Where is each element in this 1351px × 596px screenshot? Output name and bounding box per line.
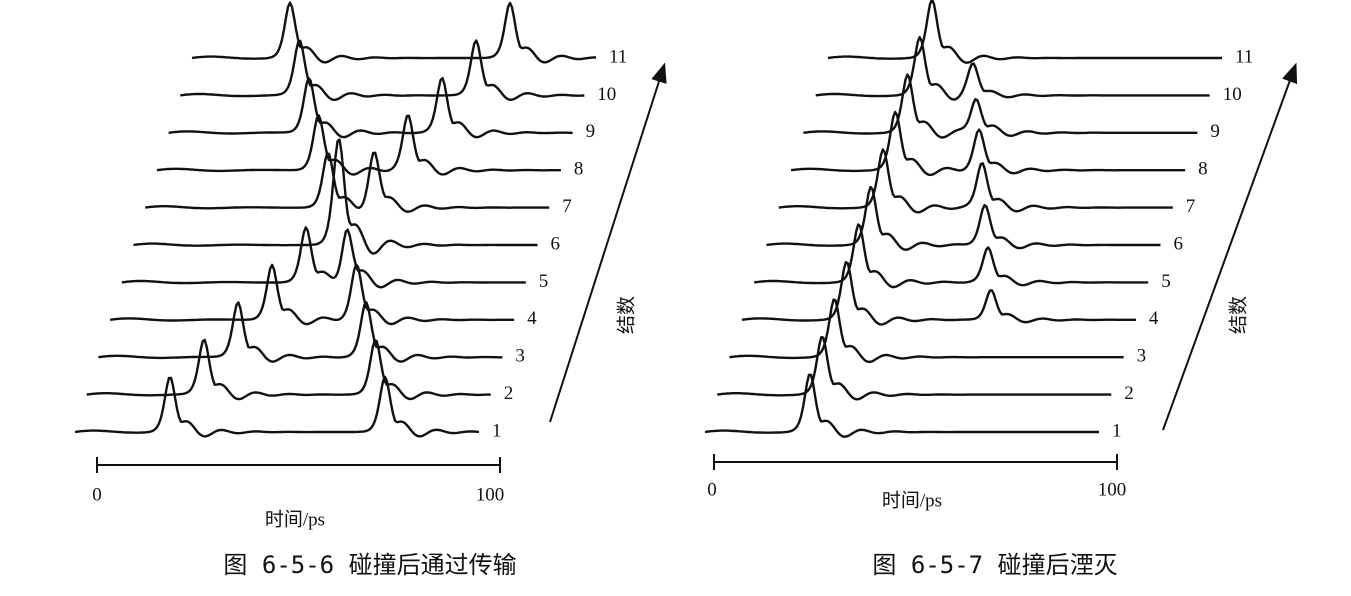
trace-label: 6	[551, 233, 561, 254]
trace	[766, 185, 1161, 251]
trace	[729, 298, 1124, 364]
trace	[98, 301, 503, 363]
trace	[704, 373, 1099, 438]
trace-label: 11	[609, 46, 627, 67]
trace-label: 7	[1186, 196, 1196, 217]
trace-label: 8	[574, 159, 584, 180]
trace	[741, 260, 1136, 326]
trace-label: 10	[1223, 84, 1242, 105]
trace-label: 1	[1112, 420, 1122, 441]
trace-label: 6	[1174, 233, 1184, 254]
trace	[74, 375, 480, 438]
trace	[778, 148, 1173, 214]
trace-label: 9	[1210, 121, 1220, 142]
trace	[717, 336, 1112, 401]
trace-arrow	[549, 62, 667, 423]
caption: 图 6-5-6 碰撞后通过传输	[223, 551, 516, 579]
trace	[191, 1, 597, 64]
caption: 图 6-5-7 碰撞后湮灭	[872, 551, 1117, 579]
x-tick-label: 0	[92, 484, 102, 505]
trace-label: 5	[1161, 271, 1171, 292]
trace	[815, 35, 1210, 101]
trace-label: 8	[1198, 159, 1208, 180]
y-axis-label: 结数	[1227, 296, 1249, 334]
trace-label: 9	[586, 121, 596, 142]
y-axis-label: 结数	[615, 296, 637, 334]
trace-label: 4	[1149, 308, 1159, 329]
trace	[145, 151, 550, 213]
time-axis	[713, 454, 1118, 470]
trace-label: 4	[527, 308, 537, 329]
trace-label: 10	[597, 84, 616, 105]
trace	[156, 114, 561, 176]
trace	[803, 73, 1198, 139]
trace-label: 11	[1235, 46, 1253, 67]
x-tick-label: 100	[1098, 479, 1127, 500]
time-axis	[96, 457, 501, 473]
trace	[827, 0, 1222, 64]
trace	[86, 338, 491, 401]
trace-label: 7	[562, 196, 572, 217]
trace-label: 5	[539, 271, 549, 292]
x-axis-label: 时间/ps	[882, 489, 942, 511]
x-axis-label: 时间/ps	[265, 508, 325, 530]
trace-label: 3	[515, 346, 525, 367]
trace	[109, 263, 515, 326]
x-tick-label: 100	[476, 484, 505, 505]
trace-label: 3	[1137, 346, 1147, 367]
trace	[121, 226, 526, 289]
trace	[180, 39, 585, 102]
trace-label: 2	[504, 383, 514, 404]
x-tick-label: 0	[707, 479, 717, 500]
trace	[168, 76, 573, 139]
trace-arrow	[1162, 62, 1298, 431]
trace	[790, 110, 1186, 177]
trace-label: 2	[1124, 383, 1134, 404]
trace-label: 1	[492, 420, 502, 441]
trace	[133, 138, 538, 255]
trace	[754, 223, 1149, 289]
